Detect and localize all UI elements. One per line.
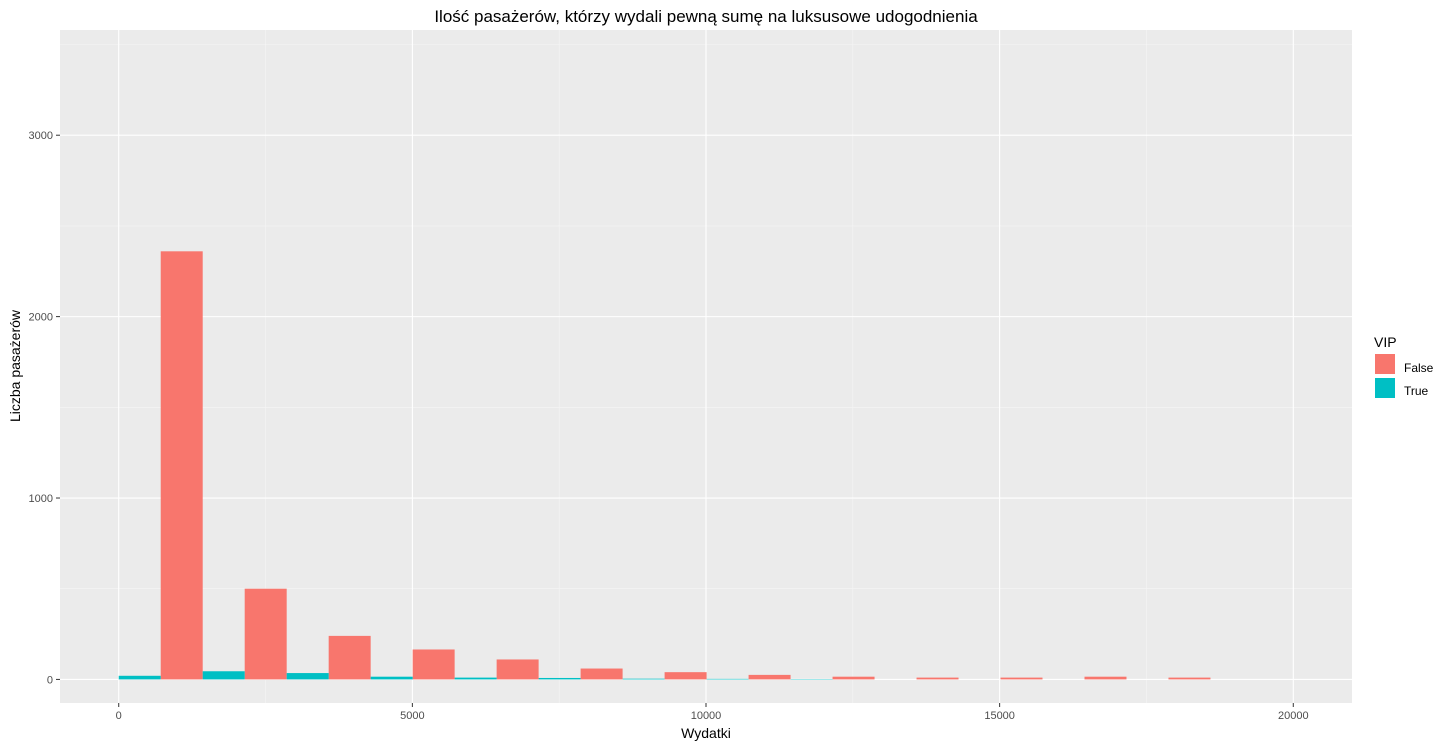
bar-false-1 [160, 251, 203, 680]
legend-key-false [1375, 354, 1395, 374]
legend-title: VIP [1374, 334, 1397, 350]
bar-true-4 [454, 677, 497, 680]
bars [118, 251, 1211, 680]
y-axis-title: Liczba pasażerów [7, 309, 23, 422]
bar-true-3 [370, 676, 413, 680]
x-tick-label: 15000 [984, 710, 1015, 722]
bar-false-4 [412, 649, 455, 680]
bar-false-3 [328, 635, 371, 680]
bar-true-2 [286, 673, 329, 680]
legend-label-true: True [1404, 384, 1429, 398]
bar-true-1 [202, 671, 245, 680]
bar-true-5 [538, 677, 581, 680]
x-tick-label: 5000 [400, 710, 424, 722]
bar-false-8 [748, 674, 791, 680]
axis-ticks: 0 5000 10000 15000 20000 0 1000 2000 3000 [29, 130, 1309, 722]
y-tick-label: 1000 [29, 493, 53, 505]
bar-false-2 [244, 588, 287, 680]
y-tick-label: 2000 [29, 312, 53, 324]
bar-true-7 [706, 678, 749, 680]
x-tick-label: 10000 [691, 710, 722, 722]
bar-false-11 [1000, 677, 1043, 680]
legend-key-true [1375, 378, 1395, 398]
bar-true-0 [118, 675, 161, 680]
bar-true-6 [622, 678, 665, 680]
legend-label-false: False [1404, 361, 1434, 375]
chart-title: Ilość pasażerów, którzy wydali pewną sum… [434, 7, 978, 26]
bar-false-7 [664, 672, 707, 680]
x-tick-label: 0 [116, 710, 122, 722]
legend: VIP False True [1374, 334, 1434, 398]
bar-false-5 [496, 659, 539, 680]
y-tick-label: 0 [47, 674, 53, 686]
y-tick-label: 3000 [29, 130, 53, 142]
x-tick-label: 20000 [1278, 710, 1309, 722]
bar-false-10 [916, 677, 959, 680]
bar-false-9 [832, 676, 875, 680]
bar-false-12 [1084, 676, 1127, 680]
bar-false-6 [580, 668, 623, 680]
bar-false-13 [1168, 677, 1211, 680]
x-axis-title: Wydatki [681, 725, 731, 741]
